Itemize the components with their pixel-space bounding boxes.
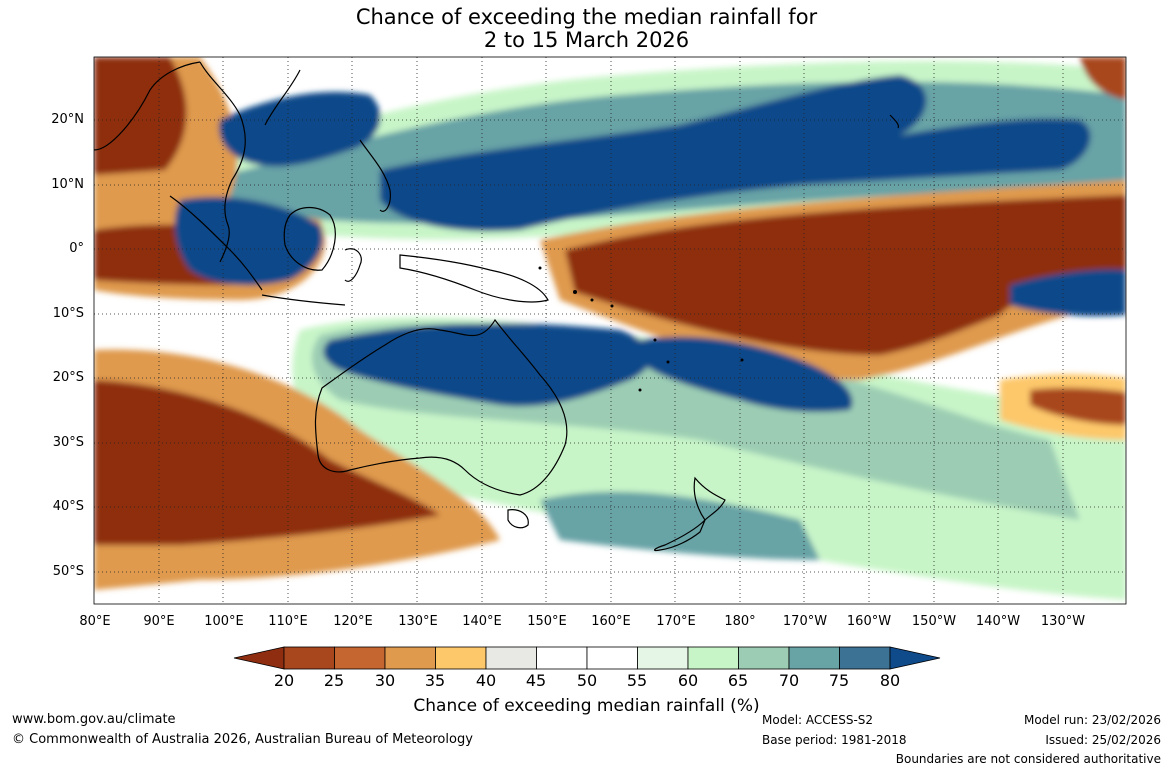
lon-label: 130°W [1040,614,1086,629]
region-brown-equator-east [565,195,1126,355]
colorbar-tick: 60 [677,671,699,690]
disclaimer: Boundaries are not considered authoritat… [895,752,1161,766]
region-blue-north [380,75,1091,232]
coast-java [261,294,346,306]
coastlines [94,61,900,552]
graticule [94,57,1126,604]
coast-china [264,69,301,126]
colorbar-title: Chance of exceeding median rainfall (%) [413,696,760,716]
colorbar-tick: 65 [727,671,749,690]
lat-label: 40°S [52,499,84,514]
lon-label: 170°E [656,614,696,629]
lon-label: 140°E [462,614,502,629]
lat-label: 10°S [52,306,84,321]
lon-label: 100°E [204,614,244,629]
colorbar-swatch [334,646,386,670]
lat-label: 50°S [52,564,84,579]
lon-label: 170°W [782,614,828,629]
lat-label: 0° [69,241,84,256]
region-brown-se [1030,387,1126,425]
lat-label: 20°N [51,112,84,127]
colorbar-swatch [536,646,588,670]
coast-australia [314,318,568,496]
colorbar-tick: 30 [374,671,396,690]
lon-label: 110°E [268,614,308,629]
colorbar-arrow-high [889,646,941,670]
coast-sulawesi [344,248,362,282]
colorbar [233,646,941,670]
lat-label: 30°S [52,435,84,450]
map-field [94,57,1126,604]
colorbar-tick: 55 [626,671,648,690]
coast-india [94,61,201,151]
colorbar-swatch [687,646,739,670]
region-blue-pacific-south [640,336,853,412]
colorbar-tick: 45 [525,671,547,690]
region-brown-west [94,57,187,175]
coast-indochina [199,61,246,263]
region-brown-ne [1080,57,1126,100]
lon-label: 160°E [591,614,631,629]
region-blue-east [1010,269,1126,317]
region-blue-maritime [174,196,323,286]
region-brown-sw [94,380,440,545]
map-frame [93,56,1127,605]
colorbar-arrow-low [233,646,285,670]
colorbar-tick: 40 [475,671,497,690]
colorbar-tick: 20 [273,671,295,690]
lat-label: 10°N [51,177,84,192]
colorbar-swatch [384,646,436,670]
colorbar-tick: 70 [778,671,800,690]
lon-label: 150°E [527,614,567,629]
colorbar-swatch [586,646,638,670]
colorbar-swatch [283,646,335,670]
issued-date: Issued: 25/02/2026 [1045,733,1161,747]
colorbar-swatch [839,646,891,670]
colorbar-tick: 50 [576,671,598,690]
copyright: © Commonwealth of Australia 2026, Austra… [12,732,473,747]
lon-label: 140°W [975,614,1021,629]
lon-label: 90°E [143,614,175,629]
region-blue-seasia [219,91,381,167]
model-run-date: Model run: 23/02/2026 [1023,713,1161,727]
region-blue-aus [323,323,652,407]
colorbar-tick: 35 [424,671,446,690]
colorbar-tick: 75 [828,671,850,690]
lon-label: 180° [724,614,756,629]
rainfall-map [93,56,1127,670]
coast-nz-south [653,519,706,552]
lon-label: 80°E [79,614,111,629]
chart-title-line2: 2 to 15 March 2026 [483,28,690,52]
coast-philippines [359,139,391,212]
coast-tasmania [507,509,529,529]
coast-borneo [283,206,336,271]
colorbar-swatch [485,646,537,670]
colorbar-tick: 25 [323,671,345,690]
colorbar-swatch [788,646,840,670]
base-period: Base period: 1981-2018 [762,733,907,747]
chart-title-line1: Chance of exceeding the median rainfall … [355,5,818,29]
lon-label: 160°W [846,614,892,629]
lon-label: 120°E [333,614,373,629]
islands [538,266,744,392]
model-name: Model: ACCESS-S2 [762,713,874,727]
region-teal-south2 [540,491,820,560]
coast-png [399,254,549,303]
colorbar-tick: 80 [879,671,901,690]
colorbar-swatch [435,646,487,670]
colorbar-swatch [637,646,689,670]
coast-hawaii [889,114,900,129]
website-link[interactable]: www.bom.gov.au/climate [12,712,176,727]
lon-label: 130°E [398,614,438,629]
colorbar-swatch [738,646,790,670]
coast-sumatra [169,195,263,291]
coast-nz-north [693,476,726,521]
lon-label: 150°W [911,614,957,629]
lat-label: 20°S [52,370,84,385]
